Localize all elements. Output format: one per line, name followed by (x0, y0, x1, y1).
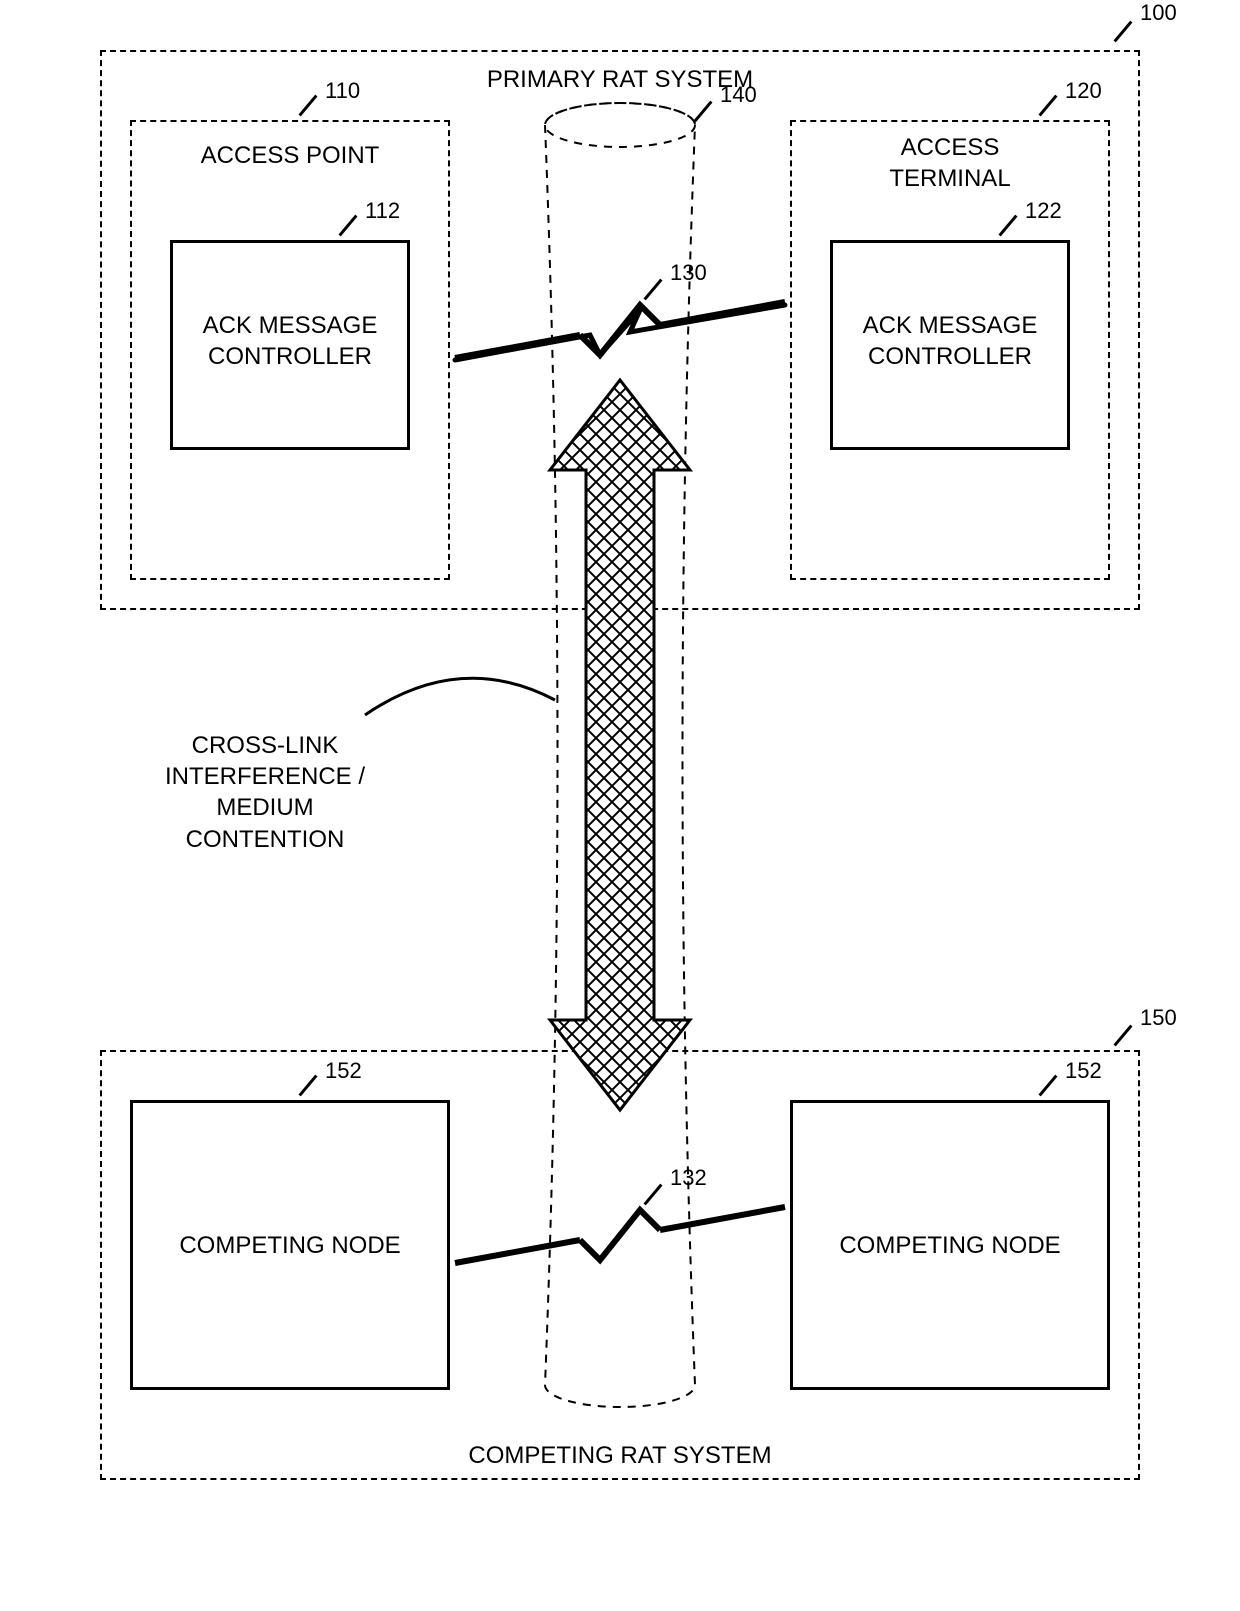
interference-leader (365, 678, 555, 715)
ref-100: 100 (1140, 0, 1177, 26)
ref-152-right: 152 (1065, 1058, 1102, 1084)
ref-110: 110 (325, 78, 360, 104)
access-terminal-label: ACCESS TERMINAL (790, 132, 1110, 194)
diagram-canvas: PRIMARY RAT SYSTEM 100 ACCESS POINT 110 … (100, 50, 1140, 1550)
competing-node-right-label: COMPETING NODE (790, 1230, 1110, 1261)
ref-112: 112 (365, 198, 400, 224)
ref-132: 132 (670, 1165, 707, 1191)
ref-122: 122 (1025, 198, 1062, 224)
competing-system-title: COMPETING RAT SYSTEM (100, 1440, 1140, 1471)
ref-tick-100 (1113, 21, 1132, 43)
ref-tick-150 (1113, 1025, 1132, 1047)
ref-152-left: 152 (325, 1058, 362, 1084)
ref-120: 120 (1065, 78, 1102, 104)
competing-node-left-label: COMPETING NODE (130, 1230, 450, 1261)
ref-130: 130 (670, 260, 707, 286)
ack-controller-right-label: ACK MESSAGE CONTROLLER (830, 310, 1070, 372)
ref-140: 140 (720, 82, 757, 108)
ack-controller-left-label: ACK MESSAGE CONTROLLER (170, 310, 410, 372)
access-point-label: ACCESS POINT (130, 140, 450, 171)
interference-label: CROSS-LINK INTERFERENCE / MEDIUM CONTENT… (120, 730, 410, 855)
ref-150: 150 (1140, 1005, 1177, 1031)
primary-system-title: PRIMARY RAT SYSTEM (100, 64, 1140, 95)
